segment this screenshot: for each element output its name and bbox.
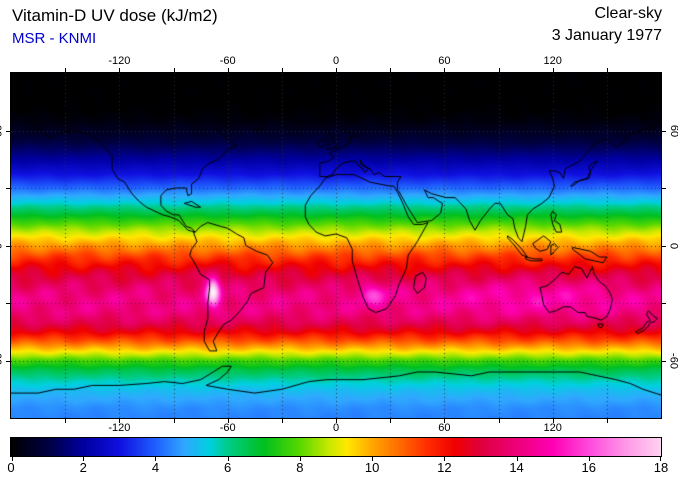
- lon-tick: [173, 419, 175, 423]
- lon-label: -60: [219, 422, 236, 434]
- lon-label: 60: [438, 55, 451, 67]
- colorbar-label: 6: [224, 460, 232, 475]
- colorbar-label: 2: [79, 460, 87, 475]
- lat-label: -60: [667, 352, 678, 369]
- colorbar-label: 18: [653, 460, 669, 475]
- colorbar-tick: [227, 457, 229, 461]
- lat-label: -60: [0, 352, 5, 369]
- condition-label: Clear-sky: [594, 5, 662, 22]
- colorbar: 0 2 4 6 8 10 12 14 16 18: [7, 437, 668, 474]
- lat-tick: [662, 130, 666, 132]
- lon-tick: [227, 419, 229, 423]
- colorbar-label: 12: [437, 460, 452, 475]
- lat-tick: [6, 303, 10, 304]
- lon-label: 0: [332, 422, 340, 434]
- uv-heatmap-canvas: [11, 73, 661, 418]
- lat-tick: [662, 188, 666, 189]
- lon-tick: [281, 419, 283, 423]
- source-label: MSR - KNMI: [12, 30, 97, 47]
- lat-tick: [662, 303, 666, 304]
- colorbar-label: 0: [7, 460, 15, 475]
- lat-label: 60: [0, 124, 5, 137]
- lon-label: 0: [332, 55, 340, 67]
- lon-tick: [227, 68, 229, 72]
- lon-tick: [65, 68, 67, 72]
- colorbar-tick: [444, 457, 446, 461]
- lon-tick: [336, 419, 337, 423]
- lon-label: -60: [219, 55, 236, 67]
- page-title: Vitamin-D UV dose (kJ/m2): [12, 6, 218, 25]
- colorbar-tick: [660, 457, 661, 461]
- colorbar-tick: [372, 457, 374, 461]
- lon-tick: [552, 419, 554, 423]
- lon-label: -120: [108, 55, 131, 67]
- colorbar-label: 14: [509, 460, 524, 475]
- lon-tick: [606, 68, 608, 72]
- lon-tick: [281, 68, 283, 72]
- lon-tick: [119, 68, 121, 72]
- lon-tick: [390, 68, 392, 72]
- lon-tick: [65, 419, 67, 423]
- colorbar-label: 4: [151, 460, 160, 475]
- lon-tick: [498, 419, 500, 423]
- lon-label: -120: [108, 422, 131, 434]
- colorbar-label: 16: [581, 460, 596, 475]
- colorbar-label: 8: [296, 460, 304, 475]
- colorbar-tick: [155, 457, 157, 461]
- lat-tick: [662, 360, 666, 362]
- colorbar-tick: [588, 457, 590, 461]
- lon-tick: [498, 68, 500, 72]
- lon-tick: [119, 419, 121, 423]
- colorbar-tick: [299, 457, 301, 461]
- world-map: -120 -120 -60 -60 0 0 60 60 120 120 60 60 0 0 -60 -60: [0, 56, 678, 434]
- lat-label: 0: [668, 242, 678, 248]
- lat-tick: [6, 245, 10, 247]
- lon-label: 120: [543, 55, 562, 67]
- lat-label: 0: [0, 242, 5, 248]
- lat-tick: [6, 188, 10, 189]
- colorbar-tick: [11, 457, 13, 461]
- lon-label: 120: [543, 422, 562, 434]
- colorbar-tick: [83, 457, 85, 461]
- lon-tick: [390, 419, 392, 423]
- colorbar-tick: [516, 457, 518, 461]
- lon-tick: [444, 68, 446, 72]
- lon-label: 60: [438, 422, 451, 434]
- lat-tick: [662, 245, 666, 247]
- date-label: 3 January 1977: [551, 27, 662, 44]
- lon-tick: [444, 419, 446, 423]
- lon-tick: [552, 68, 554, 72]
- lon-tick: [606, 419, 608, 423]
- lat-label: 60: [667, 124, 678, 137]
- lat-tick: [6, 360, 10, 362]
- lon-tick: [173, 68, 175, 72]
- colorbar-label: 10: [364, 460, 380, 475]
- lat-tick: [6, 130, 10, 132]
- lon-tick: [336, 68, 337, 72]
- colorbar-gradient-canvas: [11, 438, 661, 456]
